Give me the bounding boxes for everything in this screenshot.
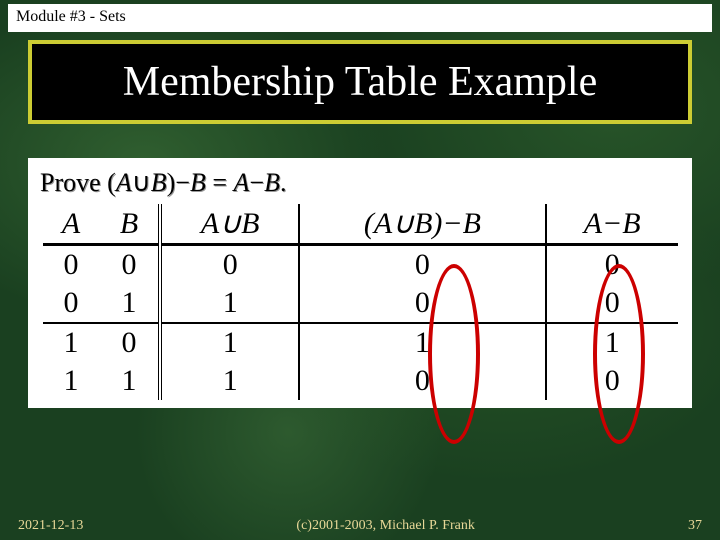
module-header: Module #3 - Sets [8,4,712,32]
table-header-row: A B A∪B (A∪B)−B A−B [43,204,678,245]
footer-copyright: (c)2001-2003, Michael P. Frank [83,518,688,534]
col-AuB: A∪B [160,204,299,245]
col-A-minus-B: A−B [546,204,678,245]
table-row: 0 0 0 0 0 [43,245,678,285]
table-row: 1 1 1 0 0 [43,362,678,400]
col-B: B [100,204,161,245]
content-area: Prove (A∪B)−B = A−B. A B A∪B (A∪B)−B A−B… [28,158,692,408]
table-row: 1 0 1 1 1 [43,323,678,362]
slide-title-box: Membership Table Example [28,40,692,124]
slide-title: Membership Table Example [123,59,598,105]
membership-table: A B A∪B (A∪B)−B A−B 0 0 0 0 0 0 1 [43,204,678,400]
col-AuB-minus-B: (A∪B)−B [299,204,546,245]
prove-statement: Prove (A∪B)−B = A−B. [40,168,680,198]
prove-text: Prove (A∪B)−B = A−B. [40,168,286,197]
slide-footer: 2021-12-13 (c)2001-2003, Michael P. Fran… [0,518,720,534]
col-A: A [43,204,100,245]
table-row: 0 1 1 0 0 [43,284,678,323]
module-label: Module #3 - Sets [16,8,126,25]
footer-page: 37 [688,518,702,534]
membership-table-wrap: A B A∪B (A∪B)−B A−B 0 0 0 0 0 0 1 [43,204,678,400]
footer-date: 2021-12-13 [18,518,83,534]
